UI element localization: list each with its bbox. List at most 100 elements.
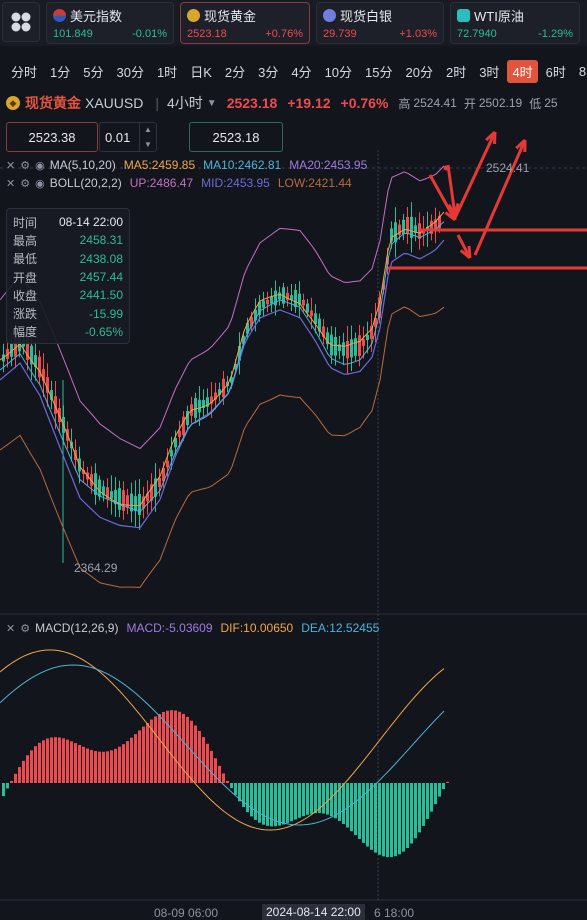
candle-body [118, 488, 121, 510]
macd-bar [286, 783, 289, 823]
macd-bar [86, 748, 89, 783]
period-tab[interactable]: 5分 [83, 64, 104, 80]
candle-body [98, 479, 101, 497]
macd-bar [382, 783, 385, 857]
period-tab[interactable]: 20分 [405, 64, 433, 80]
macd-bar [230, 783, 233, 789]
eye-icon[interactable]: ◉ [35, 177, 45, 190]
period-tab[interactable]: 3分 [258, 64, 279, 80]
period-tab[interactable]: 30分 [116, 64, 144, 80]
candle-body [366, 334, 369, 341]
period-selector[interactable]: 4小时 [167, 95, 203, 111]
quantity-stepper[interactable]: ▲ ▼ [139, 122, 156, 152]
ticker-wti-oil[interactable]: WTI原油 72.7940 -1.29% [450, 2, 580, 44]
settings-icon[interactable]: ⚙ [20, 159, 31, 172]
candle-body [438, 215, 441, 229]
sell-price-button[interactable]: 2523.38 [6, 122, 98, 152]
candle-body [354, 338, 357, 356]
info-value: 08-14 22:00 [58, 215, 123, 230]
macd-bar [142, 726, 145, 783]
macd-bar [114, 748, 117, 783]
candle-body [38, 356, 41, 378]
period-tab[interactable]: 分时 [11, 64, 38, 80]
info-key: 涨跌 [13, 307, 38, 322]
candle-body [182, 416, 185, 436]
close-icon[interactable]: ✕ [6, 159, 16, 172]
settings-icon[interactable]: ⚙ [20, 177, 31, 190]
macd-bar [254, 783, 257, 820]
price-change: +19.12 [287, 95, 331, 111]
macd-bar [358, 783, 361, 840]
macd-bar [242, 783, 245, 808]
macd-bar [162, 711, 165, 783]
macd-bar [278, 783, 281, 826]
ticker-price: 29.739 [323, 28, 357, 40]
period-tab[interactable]: 日K [190, 64, 212, 80]
macd-legend: ✕ ⚙ MACD(12,26,9) MACD:-5.03609 DIF:10.0… [6, 620, 379, 636]
candle-body [402, 219, 405, 235]
chevron-down-icon[interactable]: ▼ [144, 140, 152, 149]
period-tab[interactable]: 6时 [545, 64, 566, 80]
macd-bar [66, 739, 69, 783]
menu-grid-icon[interactable] [2, 2, 40, 42]
ticker-usd-index[interactable]: 美元指数 101.849 -0.01% [46, 2, 174, 44]
chevron-up-icon[interactable]: ▲ [144, 125, 152, 134]
candle-body [374, 318, 377, 327]
period-tab[interactable]: 4分 [291, 64, 312, 80]
period-tab[interactable]: 15分 [365, 64, 393, 80]
ma20-value: MA20:2453.95 [289, 158, 368, 172]
ticker-spot-gold[interactable]: 现货黄金 2523.18 +0.76% [180, 2, 310, 44]
close-icon[interactable]: ✕ [6, 622, 16, 635]
macd-bar [298, 783, 301, 818]
ticker-bar: 美元指数 101.849 -0.01% 现货黄金 2523.18 +0.76% 现货… [0, 0, 587, 46]
candle-body [210, 396, 213, 404]
macd-bar [50, 737, 53, 783]
macd-bar [146, 722, 149, 783]
period-tab[interactable]: 2分 [224, 64, 246, 80]
settings-icon[interactable]: ⚙ [20, 622, 31, 635]
candle-body [334, 336, 337, 356]
close-icon[interactable]: ✕ [6, 177, 16, 190]
candle-body [194, 398, 197, 418]
candle-body [306, 303, 309, 313]
candle-body [274, 290, 277, 306]
candle-body [186, 411, 189, 425]
macd-bar [322, 783, 325, 814]
period-tab[interactable]: 10分 [324, 64, 353, 80]
candle-body [150, 484, 153, 501]
quantity-input[interactable]: 0.01 [99, 122, 157, 152]
candle-body [130, 493, 133, 512]
symbol-name[interactable]: 现货黄金 [25, 95, 81, 111]
period-tab[interactable]: 3时 [479, 64, 500, 80]
arrow-head [485, 130, 497, 145]
macd-bar [154, 716, 157, 783]
period-tab[interactable]: 4时 [507, 59, 538, 83]
candle-body [326, 332, 329, 345]
ticker-spot-silver[interactable]: 现货白银 29.739 +1.03% [316, 2, 444, 44]
info-value: -15.99 [88, 306, 123, 321]
eye-icon[interactable]: ◉ [35, 159, 45, 172]
macd-bar [10, 781, 13, 783]
info-value: -0.65% [84, 324, 123, 339]
period-tab[interactable]: 1时 [156, 64, 178, 80]
macd-bar [366, 783, 369, 847]
arrow-head [447, 203, 460, 216]
buy-price-button[interactable]: 2523.18 [189, 122, 283, 152]
macd-bar [54, 737, 57, 783]
caret-down-icon[interactable]: ▼ [206, 97, 217, 109]
candle-body [410, 216, 413, 238]
arrow-head [459, 245, 472, 260]
candle-body [298, 293, 301, 306]
macd-bar [202, 737, 205, 783]
macd-bar [14, 773, 17, 783]
period-tab[interactable]: 2时 [445, 64, 467, 80]
info-key: 幅度 [13, 325, 38, 340]
candle-body [290, 295, 293, 300]
macd-bar [310, 783, 313, 814]
macd-bar [94, 751, 97, 783]
macd-bar [386, 783, 389, 858]
period-tab[interactable]: 1分 [50, 64, 71, 80]
candle-body [302, 299, 305, 306]
period-tab[interactable]: 8 [578, 63, 587, 79]
